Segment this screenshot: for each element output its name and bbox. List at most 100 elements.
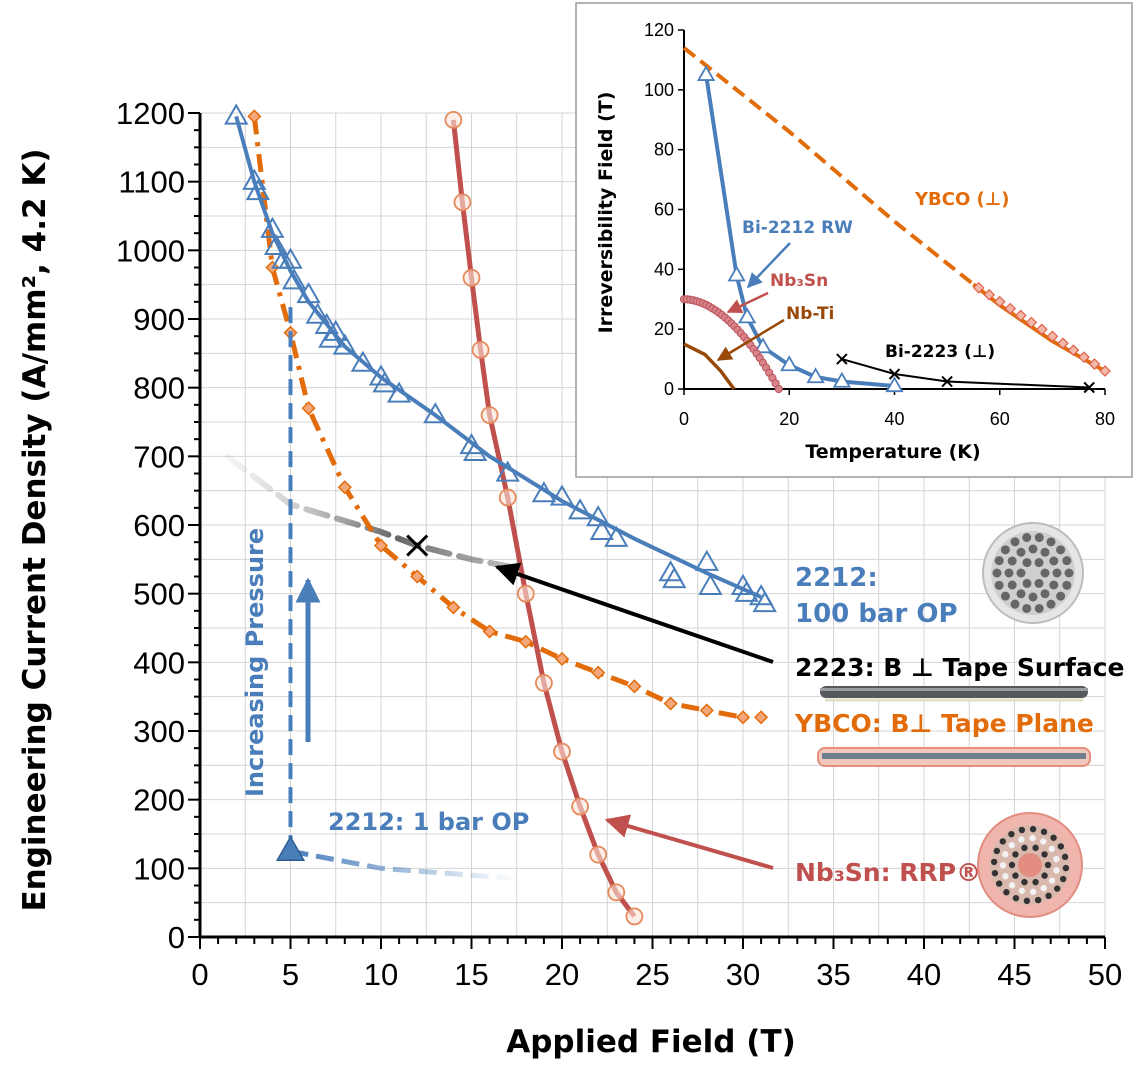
inset-annotations: YBCO (⊥) Bi-2212 RW Nb₃Sn Nb-Ti Bi-2223 … (716, 189, 1009, 362)
inset-y-tick-label: 100 (644, 80, 674, 100)
inset-axes: 0 20 40 60 80 0 20 40 60 80 100 120 Temperature (K) I… (595, 20, 1115, 463)
series-ybco-point (591, 665, 606, 680)
inset-series-bi2212-point (806, 367, 825, 384)
series-2212-100bar-point (662, 566, 687, 589)
wire-filament (1021, 844, 1028, 852)
wire-filament (999, 838, 1006, 845)
series-nb3sn-point (607, 883, 626, 902)
series-nb3sn-point (453, 193, 472, 212)
inset-series-ybco-point (1046, 330, 1059, 343)
series-2212-100bar-point (296, 281, 321, 304)
wire-filament (1044, 861, 1052, 869)
inset-series-ybco-point (1004, 302, 1017, 315)
inset-series-ybco-point (1099, 365, 1111, 377)
wire-filament (1023, 897, 1031, 905)
x-tick-label: 10 (364, 957, 398, 992)
inset-x-axis-title: Temperature (K) (805, 441, 980, 463)
series-nb3sn-point (480, 406, 499, 425)
y-tick-label: 1200 (116, 96, 185, 131)
wire-filament (1053, 855, 1060, 863)
label-2212-1bar: 2212: 1 bar OP (328, 808, 529, 836)
wire-filament (1057, 843, 1065, 850)
inset-series (679, 46, 1111, 394)
series-2212-100bar-point (386, 381, 412, 403)
series-ybco-point (554, 651, 570, 666)
wire-filament (1002, 873, 1009, 880)
wire-filament (1049, 556, 1059, 566)
wire-filament (993, 847, 1001, 855)
inset-x-tick-label: 20 (779, 409, 799, 429)
wire-filament (1012, 851, 1019, 858)
inset-y-tick-label: 40 (654, 259, 674, 279)
wire-filament (1000, 545, 1010, 555)
series-ybco-point (337, 480, 352, 495)
series-nb3sn-point (516, 584, 535, 603)
main-series (224, 103, 777, 926)
x-tick-label: 20 (545, 957, 579, 992)
series-2212-100bar-point (658, 560, 683, 582)
x-tick-label: 50 (1088, 957, 1122, 992)
wire-filament (1028, 592, 1038, 602)
inset-series-bi2212-point (832, 371, 852, 388)
inset-series-ybco-point (1036, 323, 1048, 336)
inset-x-tick-label: 80 (1095, 409, 1115, 429)
wire-filament (1049, 580, 1059, 590)
series-2223-line (224, 453, 511, 570)
wire-filament (1032, 878, 1039, 886)
wire-filament (1016, 589, 1026, 599)
series-2212-100bar-point (305, 302, 330, 324)
series-ybco-point (482, 624, 497, 639)
series-ybco-point (518, 634, 533, 649)
wire-filament (1061, 853, 1069, 861)
series-2212-100bar-point (567, 498, 593, 520)
inset-x-tick-label: 0 (679, 409, 689, 429)
inset-series-ybco-point (1088, 358, 1101, 370)
wire-filament (1022, 578, 1032, 588)
series-ybco-point (699, 703, 714, 718)
wire-filament (1032, 844, 1039, 852)
inset-series-bi2223-line (841, 358, 1090, 389)
wire-filament (1034, 578, 1044, 588)
wire-filament (1028, 544, 1038, 554)
series-2212-100bar-point (224, 103, 249, 125)
inset-x-tick-label: 40 (884, 409, 904, 429)
inset-series-bi2212-point (753, 337, 773, 354)
x-tick-label: 0 (191, 957, 208, 992)
y-tick-label: 900 (133, 302, 185, 337)
inset-series-ybco-point (1057, 337, 1069, 350)
wire-filament (1000, 591, 1010, 601)
inset-series-bi2223-point (1083, 381, 1095, 394)
x-tick-label: 15 (454, 957, 488, 992)
wire-filament (1040, 828, 1048, 836)
wire-filament (1056, 591, 1066, 601)
series-2212-100bar-point (752, 590, 777, 613)
wire-filament (1010, 537, 1020, 547)
2212-wire-cross-section-image (982, 522, 1084, 624)
series-2212-100bar-point (589, 518, 614, 541)
inset-y-tick-label: 60 (654, 200, 674, 220)
wire-filament (1040, 547, 1050, 557)
wire-filament (1003, 889, 1010, 896)
wire-filament (1018, 826, 1026, 834)
y-tick-label: 1100 (118, 165, 185, 200)
wire-filament (1041, 851, 1048, 858)
series-2212-100bar-point (263, 233, 289, 256)
wire-filament (1050, 834, 1057, 841)
label-2223: 2223: B ⊥ Tape Surface (795, 653, 1125, 682)
label-2212-100bar-line1: 2212: (795, 563, 878, 593)
inset-label-nbti: Nb-Ti (786, 304, 834, 324)
inset-series-ybco-point (993, 295, 1006, 308)
series-2212-100bar-point (318, 326, 343, 348)
arrow-nb3sn (604, 814, 774, 870)
inset-label-ybco: YBCO (⊥) (914, 189, 1009, 210)
series-ybco-point (627, 679, 642, 694)
x-tick-label: 45 (997, 957, 1031, 992)
series-nb3sn-point (571, 797, 589, 816)
inset-x-tick-label: 60 (990, 409, 1010, 429)
wire-filament (1034, 896, 1042, 904)
wire-filament (991, 869, 999, 877)
series-ybco-point (754, 710, 769, 725)
series-nb3sn-point (625, 907, 644, 926)
series-nb3sn-point (498, 488, 517, 507)
inset-chart: 0 20 40 60 80 0 20 40 60 80 100 120 Temperature (K) I… (575, 2, 1133, 478)
